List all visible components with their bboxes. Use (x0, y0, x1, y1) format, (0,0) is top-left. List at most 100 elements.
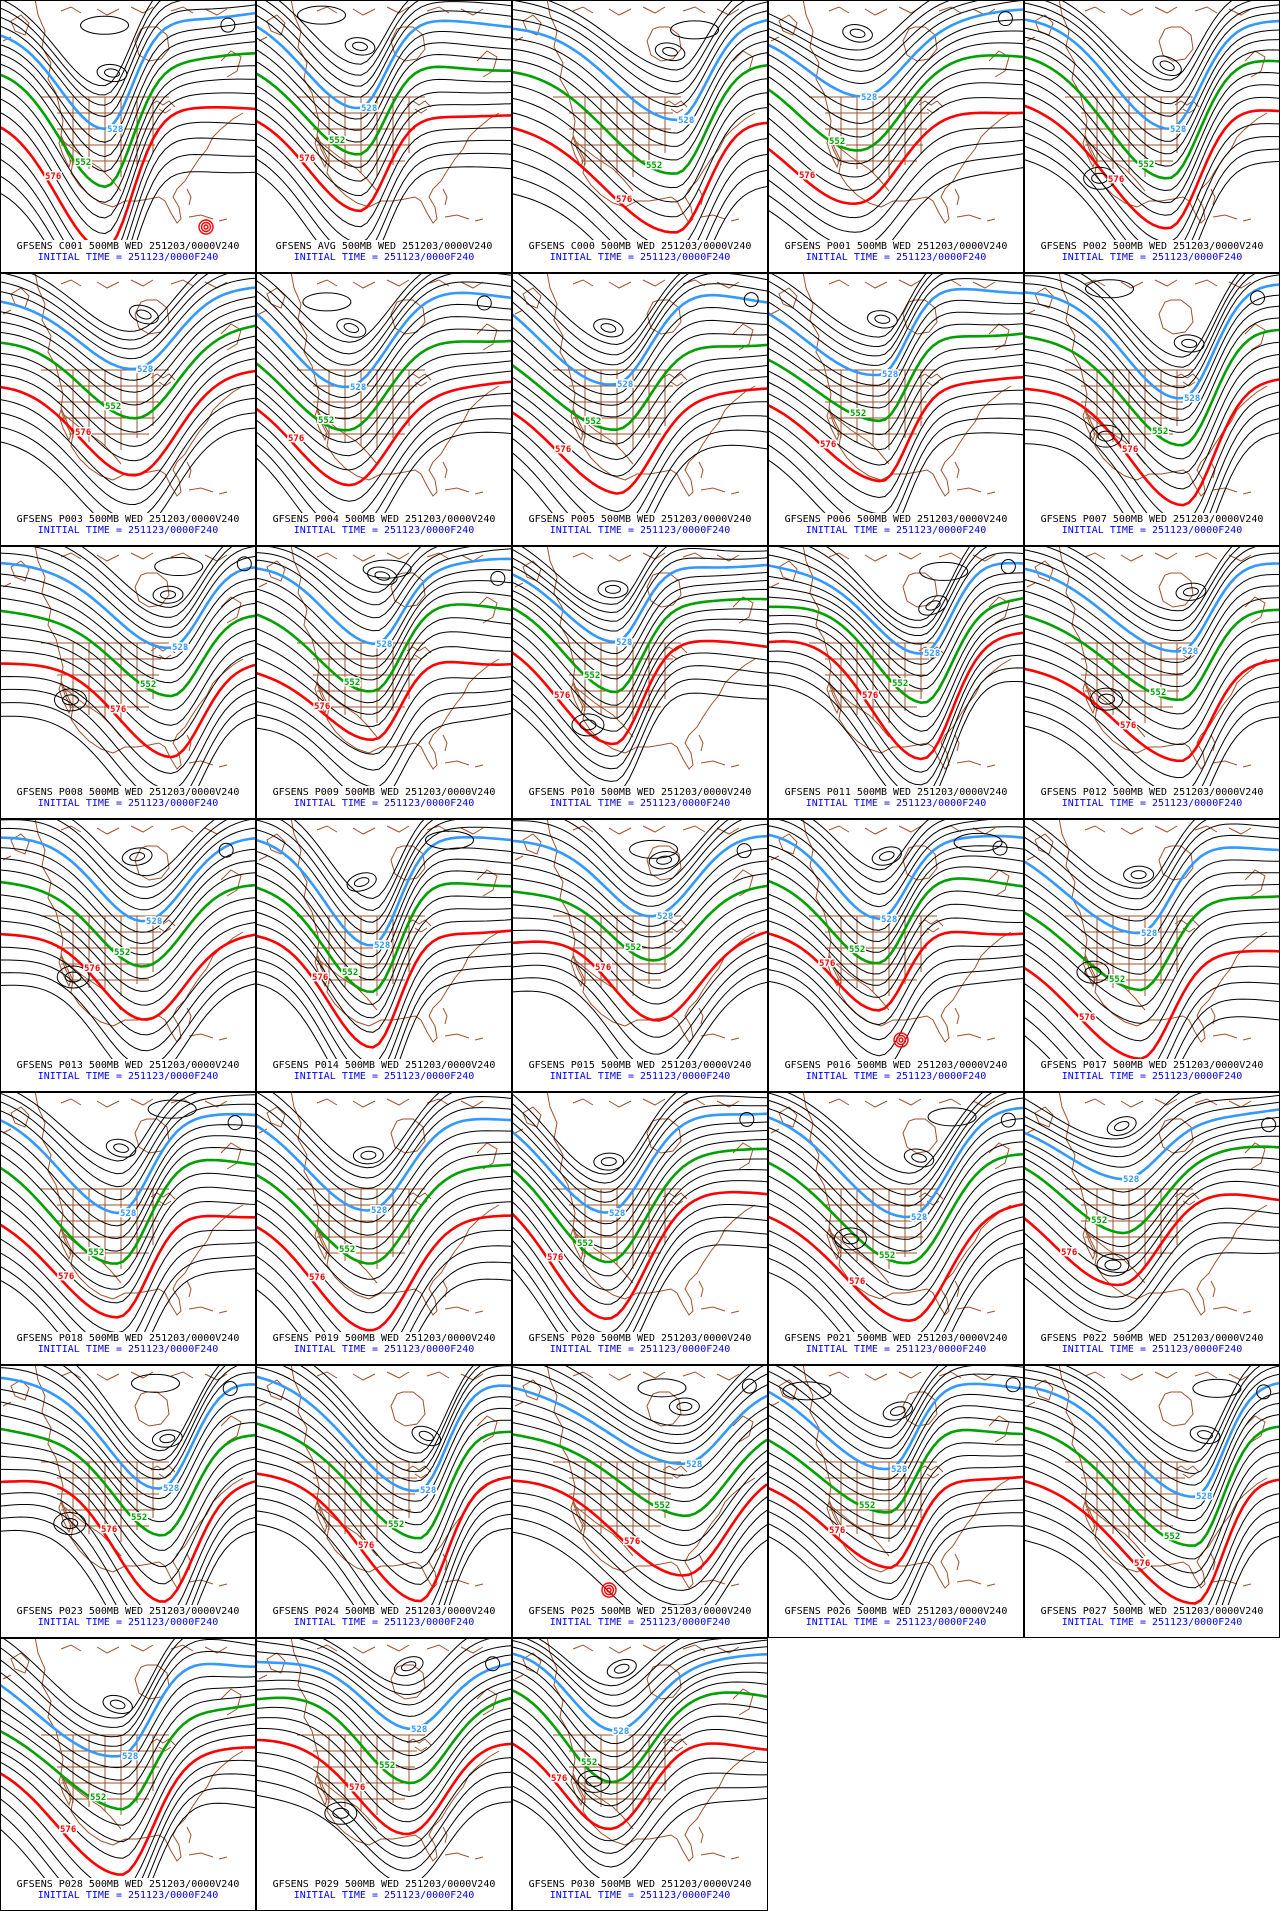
contour-552-green (1025, 608, 1279, 702)
height-contour (769, 1373, 1023, 1460)
closed-low-contour (1096, 1253, 1130, 1277)
height-contour (1, 702, 255, 786)
geography-outline (290, 1093, 370, 1300)
geography-outline (316, 552, 484, 562)
height-contour (1025, 1535, 1279, 1605)
height-contour (543, 1366, 764, 1436)
closed-low-contour (418, 1430, 434, 1442)
height-contour (1, 287, 255, 370)
contour-label-552: 552 (585, 417, 601, 427)
contour-552-green (257, 1696, 511, 1785)
height-contour (769, 112, 1023, 205)
height-contour (1, 1, 161, 96)
geography-outline (1174, 373, 1200, 387)
height-contour (513, 547, 668, 614)
contour-552-green (769, 1428, 1023, 1514)
height-contour (1, 1787, 255, 1878)
geography-outline (1212, 487, 1252, 495)
height-contour (257, 1398, 511, 1514)
geography-outline (662, 1465, 688, 1479)
geography-outline (34, 1639, 114, 1846)
height-contour (1, 688, 255, 786)
geography-outline (476, 323, 498, 351)
forecast-panel: 576 552 528 GFSENS P012 500MB WED 251203/0… (1024, 546, 1280, 819)
contour-label-552: 552 (1164, 1532, 1180, 1542)
contour-576-red (1025, 104, 1279, 230)
geography-outline (60, 279, 228, 289)
height-contour (513, 138, 767, 240)
height-contour (769, 1417, 1023, 1502)
geography-outline (1082, 135, 1096, 169)
height-contour (1025, 1402, 1279, 1521)
geography-outline (732, 1415, 754, 1443)
contour-528-blue (513, 563, 767, 644)
geography-outline (1084, 552, 1252, 562)
closed-low-contour (346, 872, 377, 892)
forecast-panel: 576 552 528 GFSENS P010 500MB WED 251203/0… (512, 546, 768, 819)
geography-outline (60, 1098, 228, 1108)
contour-576-red (513, 387, 767, 495)
height-contour (513, 665, 767, 770)
closed-low-contour (53, 1512, 87, 1536)
contour-576-red (257, 114, 511, 213)
height-contour (1, 305, 255, 393)
height-contour (257, 1794, 511, 1878)
forecast-panel: 576 552 528 GFSENS P030 500MB WED 251203/0… (512, 1638, 768, 1911)
height-contour (257, 1523, 511, 1605)
panel-map: 576 552 528 (257, 1093, 511, 1332)
closed-low-contour (656, 855, 673, 865)
contour-528-blue (1, 1376, 255, 1490)
height-contour (1, 1504, 255, 1605)
geography-outline (830, 1232, 890, 1284)
contour-label-552: 552 (1150, 688, 1166, 698)
geography-outline (290, 1, 370, 208)
height-contour (513, 571, 767, 655)
storm-spiral (603, 1584, 615, 1596)
forecast-panel: 576 552 528 GFSENS P026 500MB WED 251203/0… (768, 1365, 1024, 1638)
height-contour (1025, 585, 1279, 675)
height-contour (257, 1118, 511, 1212)
closed-low-contour (654, 42, 686, 62)
panel-initial-time: INITIAL TIME = 251123/0000F240 (293, 1617, 475, 1628)
height-contour (1025, 574, 1279, 664)
geography-outline (880, 385, 1012, 497)
panel-initial-time: INITIAL TIME = 251123/0000F240 (549, 798, 731, 809)
geography-outline (988, 869, 1010, 897)
height-contour (1025, 79, 1279, 204)
height-contour (257, 1497, 511, 1605)
panel-initial-time: INITIAL TIME = 251123/0000F240 (293, 798, 475, 809)
geography-outline (1210, 461, 1216, 479)
panel-map: 576 552 528 (1025, 820, 1279, 1059)
contour-label-528: 528 (609, 1209, 625, 1219)
geography-outline (546, 1366, 626, 1573)
contour-label-576: 576 (829, 1526, 845, 1536)
panel-title: GFSENS P020 500MB WED 251203/0000V240 (528, 1333, 752, 1344)
height-contour (257, 1510, 511, 1605)
contour-528-blue (513, 1386, 767, 1466)
geography-outline (988, 1142, 1010, 1170)
height-contour (257, 688, 511, 771)
height-contour (769, 581, 1023, 677)
height-contour (800, 820, 946, 883)
height-contour (1, 649, 255, 742)
geography-outline (624, 112, 756, 224)
closed-low-contour (1152, 55, 1182, 77)
height-contour (1025, 274, 1279, 389)
height-contour (769, 1216, 1023, 1332)
geography-outline (624, 1750, 756, 1862)
height-contour (769, 19, 1023, 111)
contour-label-552: 552 (379, 1761, 395, 1771)
closed-low-contour (113, 1143, 129, 1153)
closed-low-contour (593, 318, 624, 338)
panel-map: 576 552 528 (513, 274, 767, 513)
contour-label-552: 552 (829, 137, 845, 147)
geography-outline (700, 1033, 740, 1041)
contour-label-528: 528 (120, 1209, 136, 1219)
geography-outline (60, 6, 228, 16)
panel-title: GFSENS P009 500MB WED 251203/0000V240 (272, 787, 496, 798)
height-contour (769, 311, 1023, 397)
closed-low-contour (1175, 582, 1207, 601)
geography-outline (290, 274, 370, 481)
contour-label-576: 576 (551, 1774, 567, 1784)
geography-outline (840, 643, 922, 723)
